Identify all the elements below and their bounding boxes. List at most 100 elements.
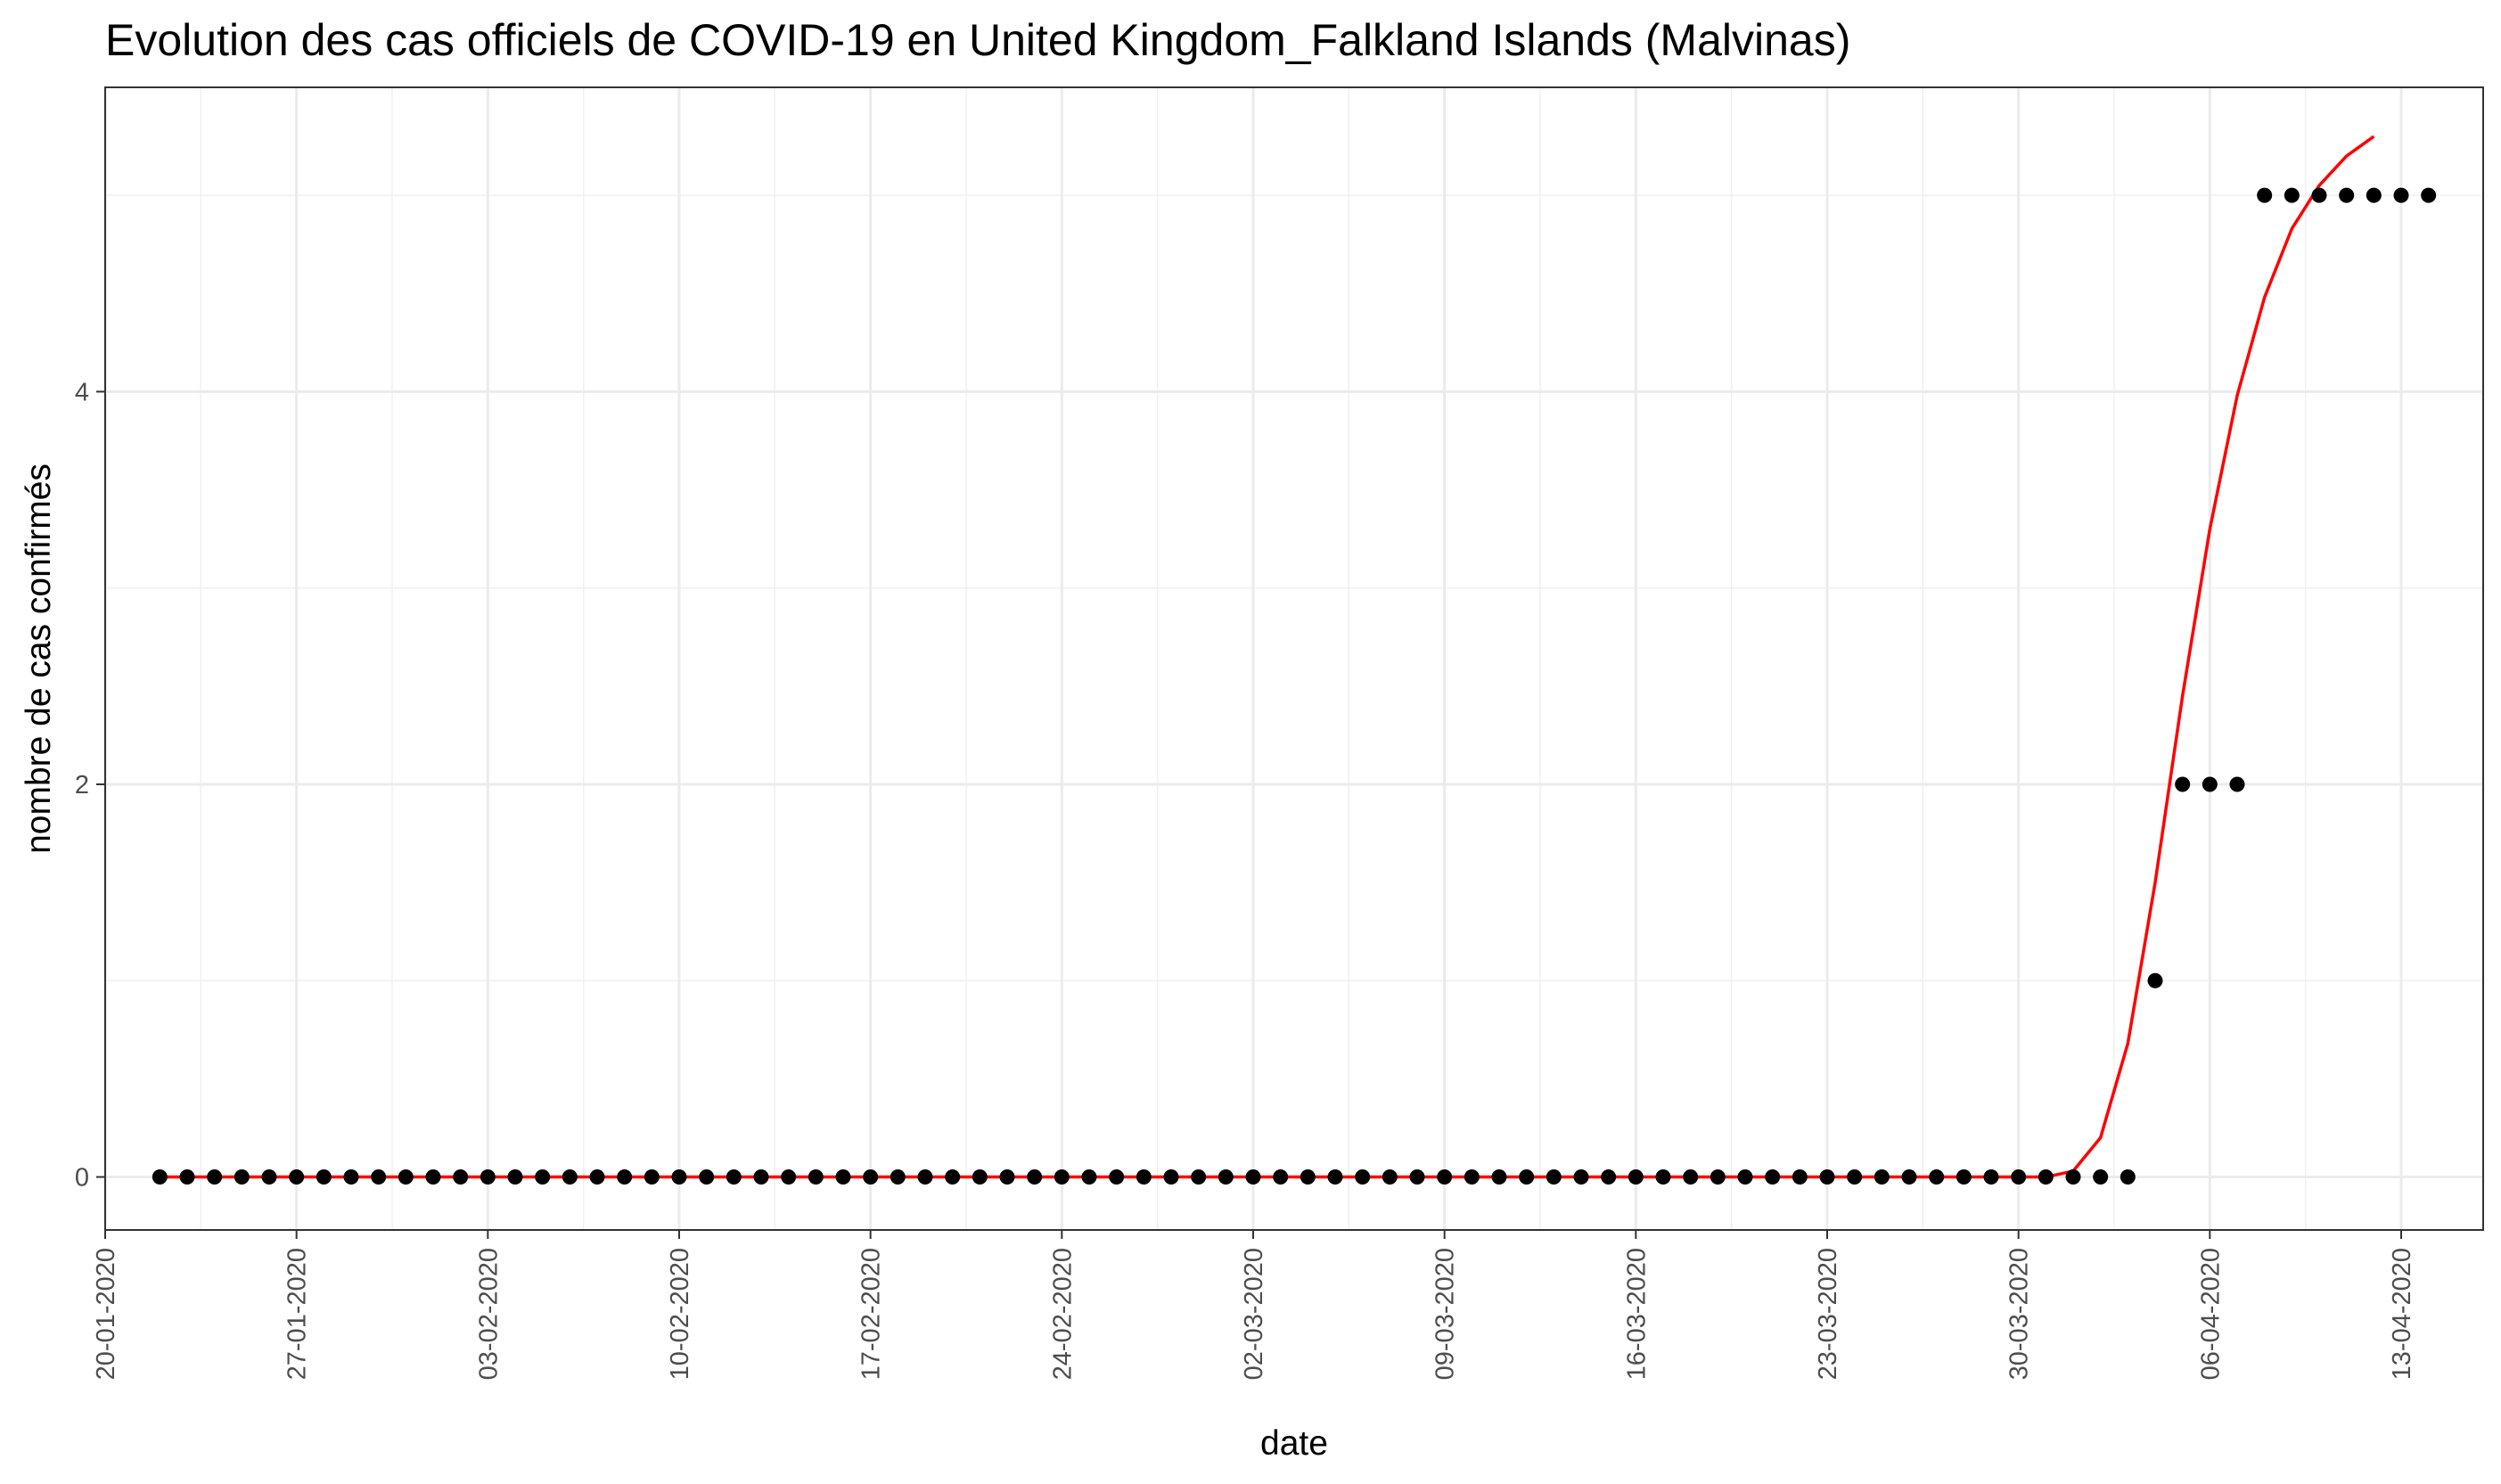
major-gridlines xyxy=(103,87,2483,1230)
data-point xyxy=(507,1169,523,1185)
data-point xyxy=(2257,187,2273,203)
data-point xyxy=(1163,1169,1179,1185)
data-point xyxy=(480,1169,496,1185)
data-point xyxy=(562,1169,578,1185)
data-point xyxy=(917,1169,933,1185)
data-point xyxy=(1191,1169,1207,1185)
data-point xyxy=(945,1169,961,1185)
data-point xyxy=(999,1169,1015,1185)
data-point xyxy=(1464,1169,1480,1185)
data-point xyxy=(1327,1169,1343,1185)
data-point xyxy=(2366,187,2382,203)
data-point xyxy=(753,1169,769,1185)
data-point xyxy=(179,1169,195,1185)
data-point xyxy=(1437,1169,1453,1185)
data-point xyxy=(1519,1169,1535,1185)
data-point xyxy=(671,1169,687,1185)
x-tick-label: 17-02-2020 xyxy=(857,1248,886,1380)
data-point xyxy=(2393,187,2409,203)
data-point xyxy=(2284,187,2300,203)
data-point xyxy=(2202,776,2218,792)
data-point xyxy=(1929,1169,1945,1185)
data-point xyxy=(835,1169,851,1185)
data-point xyxy=(152,1169,168,1185)
data-point xyxy=(726,1169,742,1185)
data-point xyxy=(699,1169,715,1185)
data-point xyxy=(1355,1169,1371,1185)
data-point xyxy=(2093,1169,2109,1185)
minor-gridlines xyxy=(105,87,2483,1230)
data-point xyxy=(1245,1169,1261,1185)
data-point xyxy=(1300,1169,1316,1185)
data-point xyxy=(234,1169,250,1185)
data-point xyxy=(2229,776,2245,792)
data-point xyxy=(1027,1169,1043,1185)
x-tick-label: 02-03-2020 xyxy=(1240,1248,1268,1380)
data-point xyxy=(343,1169,359,1185)
fitted-curve xyxy=(160,135,2375,1179)
data-point xyxy=(1819,1169,1835,1185)
data-point xyxy=(1628,1169,1644,1185)
x-tick-label: 16-03-2020 xyxy=(1622,1248,1651,1380)
data-point xyxy=(1683,1169,1699,1185)
data-point xyxy=(1983,1169,1999,1185)
data-point xyxy=(1054,1169,1070,1185)
data-point xyxy=(1710,1169,1726,1185)
y-tick-label: 4 xyxy=(75,378,89,406)
y-tick-label: 2 xyxy=(75,771,89,799)
x-tick-label: 23-03-2020 xyxy=(1814,1248,1842,1380)
data-point xyxy=(2065,1169,2081,1185)
data-point xyxy=(2120,1169,2136,1185)
x-tick-label: 24-02-2020 xyxy=(1048,1248,1077,1380)
data-point xyxy=(1382,1169,1398,1185)
data-point xyxy=(1874,1169,1890,1185)
data-point xyxy=(1847,1169,1863,1185)
data-point xyxy=(2311,187,2327,203)
data-points xyxy=(152,187,2437,1185)
data-point xyxy=(1273,1169,1289,1185)
x-tick-label: 30-03-2020 xyxy=(2005,1248,2034,1380)
data-point xyxy=(1956,1169,1972,1185)
data-point xyxy=(1081,1169,1097,1185)
x-axis-title: date xyxy=(1260,1424,1328,1463)
data-point xyxy=(1655,1169,1671,1185)
x-tick-label: 03-02-2020 xyxy=(474,1248,503,1380)
data-point xyxy=(1546,1169,1562,1185)
data-point xyxy=(972,1169,988,1185)
data-point xyxy=(398,1169,414,1185)
data-point xyxy=(2175,776,2191,792)
data-point xyxy=(863,1169,879,1185)
data-point xyxy=(1737,1169,1753,1185)
data-point xyxy=(644,1169,660,1185)
data-point xyxy=(1409,1169,1425,1185)
y-axis-title: nombre de cas confirmés xyxy=(20,463,58,854)
data-point xyxy=(1109,1169,1125,1185)
plot-panel-border xyxy=(104,86,2484,1231)
data-point xyxy=(1136,1169,1152,1185)
fit-line xyxy=(160,135,2375,1179)
data-point xyxy=(289,1169,305,1185)
data-point xyxy=(1901,1169,1917,1185)
data-point xyxy=(2038,1169,2054,1185)
data-point xyxy=(2011,1169,2027,1185)
x-tick-label: 09-03-2020 xyxy=(1431,1248,1460,1380)
x-tick-label: 27-01-2020 xyxy=(283,1248,312,1380)
x-tick-label: 06-04-2020 xyxy=(2196,1248,2225,1380)
data-point xyxy=(2421,187,2437,203)
data-point xyxy=(1573,1169,1589,1185)
x-tick-label: 20-01-2020 xyxy=(92,1248,120,1380)
x-axis: 20-01-2020 27-01-2020 03-02-2020 10-02-2020… xyxy=(92,1230,2416,1380)
data-point xyxy=(781,1169,797,1185)
data-point xyxy=(890,1169,906,1185)
y-axis: 0 2 4 xyxy=(75,378,105,1193)
data-point xyxy=(1491,1169,1507,1185)
data-point xyxy=(425,1169,441,1185)
y-tick-label: 0 xyxy=(75,1164,89,1193)
x-tick-label: 10-02-2020 xyxy=(666,1248,694,1380)
data-point xyxy=(535,1169,551,1185)
data-point xyxy=(808,1169,824,1185)
data-point xyxy=(2339,187,2355,203)
data-point xyxy=(316,1169,332,1185)
data-point xyxy=(2147,972,2163,988)
